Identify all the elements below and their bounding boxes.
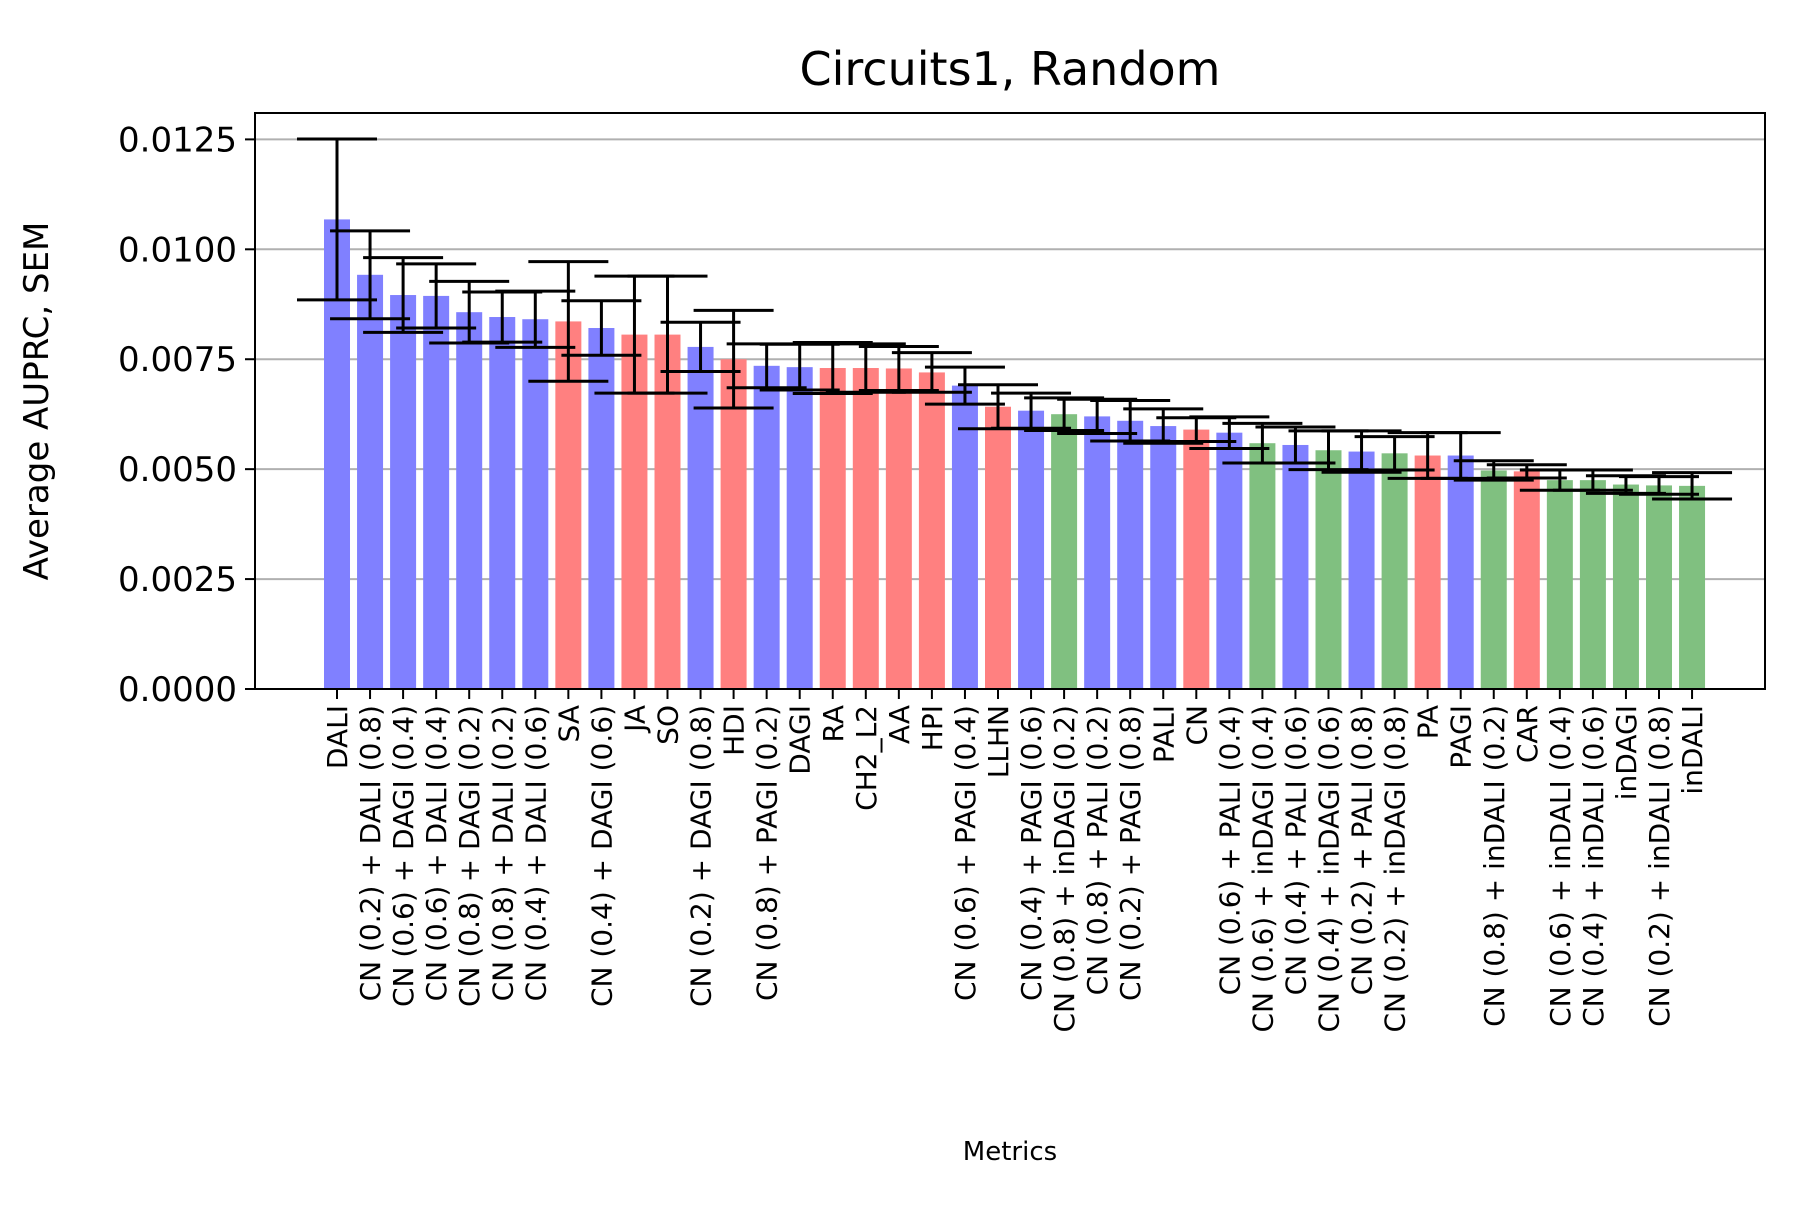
bar [819, 368, 846, 689]
x-tick-label: RA [817, 705, 850, 742]
bar [1646, 485, 1672, 689]
x-tick-label: CN (0.6) + inDALI (0.4) [1544, 705, 1577, 1027]
error-bars [297, 137, 1733, 501]
bar [951, 385, 978, 689]
x-tick-label: DAGI [784, 705, 817, 775]
x-tick-label: HPI [916, 705, 949, 751]
x-tick-label: CN (0.2) + DAGI (0.8) [685, 705, 718, 1007]
bars [324, 219, 1706, 689]
x-tick-label: CN (0.8) + PALI (0.2) [1081, 705, 1114, 995]
x-tick-label: CN (0.8) + inDALI (0.2) [1478, 705, 1511, 1027]
bar [1546, 480, 1573, 689]
bar [1447, 455, 1474, 689]
x-axis-label: Metrics [963, 1137, 1057, 1167]
bar [1348, 451, 1375, 689]
x-tick-label: SA [552, 705, 585, 742]
bar [1282, 444, 1309, 689]
bar [390, 295, 417, 689]
bar [1414, 455, 1441, 689]
y-tick-label: 0.0050 [118, 450, 237, 490]
x-tick-label: CN (0.4) + PAGI (0.6) [1015, 705, 1048, 1001]
x-tick-label: CN (0.8) + inDAGI (0.2) [1048, 705, 1081, 1033]
y-tick-label: 0.0100 [118, 230, 237, 270]
x-tick-label: PAGI [1445, 705, 1478, 769]
x-tick-label: CN (0.4) + inDAGI (0.6) [1313, 705, 1346, 1033]
x-tick-label: CN (0.6) + inDAGI (0.4) [1246, 705, 1279, 1033]
chart-title: Circuits1, Random [800, 42, 1221, 96]
x-tick-label: CN (0.6) + PALI (0.4) [1213, 705, 1246, 995]
x-tick-label: CH2_L2 [850, 705, 883, 811]
bar [1381, 453, 1408, 689]
bar [1579, 480, 1606, 689]
bar [720, 359, 747, 689]
bar [1216, 432, 1243, 689]
bar [1249, 443, 1276, 689]
bar [1018, 410, 1045, 689]
bar [918, 372, 945, 689]
x-tick-label: CN (0.6) + DALI (0.4) [420, 705, 453, 1001]
x-tick-label: CN [1180, 705, 1213, 746]
x-tick-label: CN (0.2) + inDAGI (0.8) [1379, 705, 1412, 1033]
x-tick-label: CN (0.4) + inDALI (0.6) [1577, 705, 1610, 1027]
x-tick-label: CN (0.6) + DAGI (0.4) [387, 705, 420, 1007]
x-tick-label: CN (0.8) + PAGI (0.2) [751, 705, 784, 1001]
bar [852, 368, 879, 689]
y-tick-label: 0.0000 [118, 670, 237, 710]
bar [1084, 416, 1111, 689]
bar [985, 406, 1011, 689]
bar [1612, 484, 1639, 689]
x-tick-label: CAR [1511, 705, 1544, 763]
x-tick-label: CN (0.2) + PALI (0.8) [1346, 705, 1379, 995]
x-tick-label: AA [883, 705, 916, 744]
x-tick-label: CN (0.2) + PAGI (0.8) [1114, 705, 1147, 1001]
x-tick-label: CN (0.2) + inDALI (0.8) [1643, 705, 1676, 1027]
x-axis-ticks: DALI CN (0.2) + DALI (0.8) CN (0.6) + DAGI… [321, 689, 1709, 1033]
y-axis-ticks: 0.0000 0.0025 0.0050 0.0075 0.0100 0.0125 [118, 120, 255, 710]
bar [1051, 414, 1078, 689]
bar [522, 319, 549, 689]
x-tick-label: PALI [1147, 705, 1180, 763]
bar [1513, 471, 1540, 689]
bar [456, 312, 483, 689]
bar [753, 365, 780, 689]
x-tick-label: CN (0.2) + DALI (0.8) [354, 705, 387, 1001]
x-tick-label: CN (0.8) + DALI (0.2) [486, 705, 519, 1001]
bar [1480, 470, 1507, 689]
x-tick-label: PA [1412, 705, 1445, 739]
x-tick-label: JA [618, 705, 651, 734]
x-tick-label: DALI [321, 705, 354, 769]
plot-frame [254, 112, 1766, 690]
x-tick-label: CN (0.4) + DALI (0.6) [519, 705, 552, 1001]
x-tick-label: HDI [718, 705, 751, 756]
x-tick-label: CN (0.8) + DAGI (0.2) [453, 705, 486, 1007]
bar [489, 317, 516, 689]
y-tick-label: 0.0025 [118, 560, 237, 600]
y-tick-label: 0.0075 [118, 340, 237, 380]
y-axis-label: Average AUPRC, SEM [17, 222, 57, 581]
x-tick-label: inDALI [1676, 705, 1709, 795]
bar [1117, 420, 1144, 689]
x-tick-label: CN (0.4) + DAGI (0.6) [585, 705, 618, 1007]
x-tick-label: SO [652, 705, 685, 745]
x-tick-label: LLHN [982, 705, 1015, 778]
bar [357, 274, 384, 689]
bar [1150, 426, 1177, 689]
x-tick-label: CN (0.6) + PAGI (0.4) [949, 705, 982, 1001]
bar [423, 295, 450, 689]
bar [687, 346, 714, 689]
bar [786, 367, 813, 689]
bar [885, 368, 912, 689]
y-tick-label: 0.0125 [118, 120, 237, 160]
bar [588, 328, 615, 689]
bar [1183, 429, 1210, 689]
x-tick-label: inDAGI [1610, 705, 1643, 800]
x-tick-label: CN (0.4) + PALI (0.6) [1279, 705, 1312, 995]
bar [1315, 450, 1342, 689]
bar [1679, 485, 1706, 689]
